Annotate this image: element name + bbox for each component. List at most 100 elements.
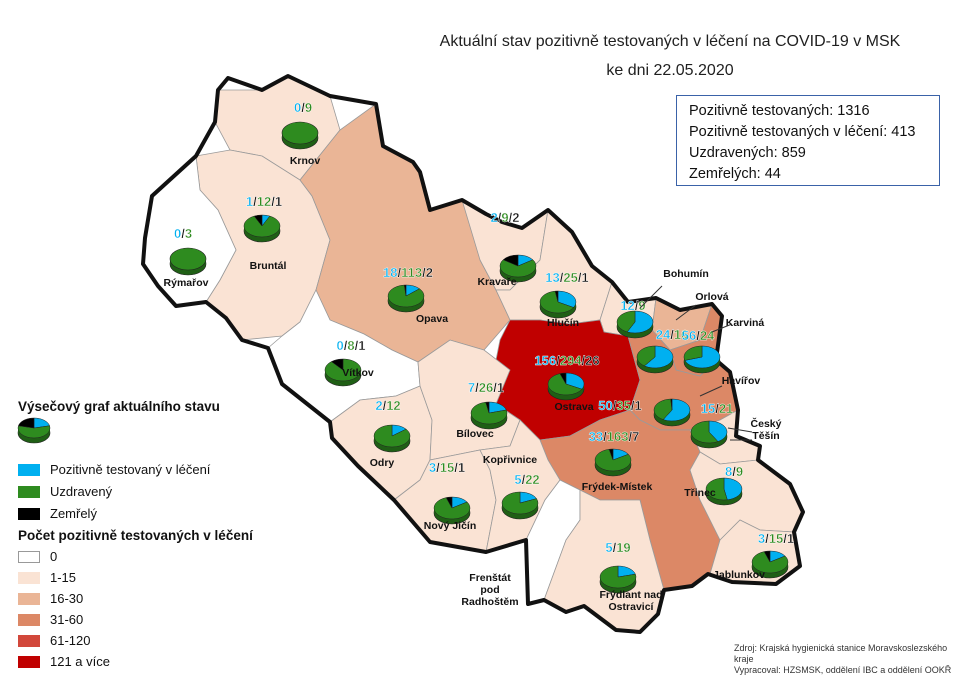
label-orlova: Orlová xyxy=(695,291,728,303)
pie-bilovec xyxy=(470,401,508,430)
summary-recovered: Uzdravených: 859 xyxy=(689,145,806,161)
ratio-opava: 18/113/2 xyxy=(383,265,433,280)
legend-label: 121 a více xyxy=(50,654,110,669)
legend-label: 31-60 xyxy=(50,612,84,627)
pie-hlucin xyxy=(539,290,577,319)
label-karvina: Karviná xyxy=(726,317,765,329)
pie-slice xyxy=(169,247,207,271)
legend-swatch xyxy=(18,463,40,476)
ratio-rymarov: 0/3 xyxy=(174,226,192,241)
pie-slice xyxy=(547,373,583,396)
legend-swatch xyxy=(18,592,40,605)
pie-slice xyxy=(554,290,559,303)
pie-slice xyxy=(470,401,508,425)
label-rymarov: Rýmařov xyxy=(164,277,209,289)
ratio-bruntal: 1/12/1 xyxy=(246,194,282,209)
ratio-hlucin: 13/25/1 xyxy=(545,270,588,285)
source-line-2: Vypracoval: HZSMSK, oddělení IBC a odděl… xyxy=(734,665,952,675)
label-havirov: Havířov xyxy=(722,375,761,387)
ratio-kravare: 2/9/2 xyxy=(491,210,520,225)
pie-frydlant-nad-ostravici xyxy=(599,565,637,594)
region-outline xyxy=(141,74,805,634)
pie-krnov xyxy=(281,121,319,150)
pie-slice xyxy=(670,398,673,411)
pie-bruntal xyxy=(243,214,281,243)
district-pies xyxy=(169,121,789,594)
pie-slice xyxy=(502,254,519,267)
ratio-ostrava: 156/294/26 xyxy=(534,353,599,368)
pie-orlova xyxy=(636,345,674,374)
pie-slice xyxy=(594,448,632,472)
pie-cesky-tesin xyxy=(690,420,728,449)
pie-slice xyxy=(683,345,703,361)
label-bruntal: Bruntál xyxy=(250,260,287,272)
ratio-trinec: 8/9 xyxy=(725,464,743,479)
pie-vitkov xyxy=(324,358,362,387)
pie-koprivnice xyxy=(501,491,539,520)
ratio-karvina: 56/24 xyxy=(682,328,715,343)
pie-slice xyxy=(539,290,575,314)
legend-swatch xyxy=(18,655,40,668)
pie-slice xyxy=(723,477,743,501)
legend-item-deaths: Zemřelý xyxy=(18,506,97,521)
legend-choropleth-title: Počet pozitivně testovaných v léčení xyxy=(18,528,253,543)
leader-orlova xyxy=(675,304,697,321)
pie-bohumin xyxy=(616,310,654,339)
pie-slice xyxy=(662,398,691,422)
pie-opava xyxy=(387,284,425,313)
legend-label: 16-30 xyxy=(50,591,84,606)
pie-ostrava xyxy=(547,372,585,401)
label-trinec: Třinec xyxy=(684,487,716,499)
pie-rymarov xyxy=(169,247,207,276)
ratio-orlova: 24/16 xyxy=(656,327,689,342)
district-regions xyxy=(142,75,804,633)
legend-swatch xyxy=(18,550,40,563)
pie-slice xyxy=(253,214,263,227)
legend-item-in-treatment: Pozitivně testovaný v léčení xyxy=(18,462,210,477)
legend-bin-3: 31-60 xyxy=(18,612,83,627)
pie-slice xyxy=(18,417,35,429)
summary-deaths: Zemřelých: 44 xyxy=(689,166,781,182)
summary-positive: Pozitivně testovaných: 1316 xyxy=(689,103,870,119)
pie-novy-jicin xyxy=(433,496,471,525)
pie-slice xyxy=(636,345,656,367)
label-bohumin: Bohumín xyxy=(663,268,709,280)
pie-slice xyxy=(281,121,319,145)
legend-bin-1: 1-15 xyxy=(18,570,76,585)
ratio-bilovec: 7/26/1 xyxy=(468,380,504,395)
pie-kravare xyxy=(499,254,537,283)
label-cesky-tesin: Český Těšín xyxy=(751,417,782,442)
leader-bohumin xyxy=(639,285,663,309)
pie-slice xyxy=(501,491,539,515)
label-hlucin: Hlučín xyxy=(547,317,579,329)
legend-bin-0: 0 xyxy=(18,549,57,564)
ratio-frydek-mistek: 33/163/7 xyxy=(589,429,640,444)
legend-swatch xyxy=(18,613,40,626)
label-bilovec: Bílovec xyxy=(456,428,494,440)
ratio-krnov: 0/9 xyxy=(294,100,312,115)
source-line-1: Zdroj: Krajská hygienická stanice Moravs… xyxy=(734,643,948,664)
pie-slice xyxy=(330,358,344,371)
leader-karvina xyxy=(711,323,733,333)
legend-label: Zemřelý xyxy=(50,506,97,521)
label-ostrava: Ostrava xyxy=(554,401,593,413)
legend-swatch xyxy=(18,507,40,520)
label-krnov: Krnov xyxy=(290,155,320,167)
legend-swatch xyxy=(18,571,40,584)
legend-bin-2: 16-30 xyxy=(18,591,83,606)
summary-in-treatment: Pozitivně testovaných v léčení: 413 xyxy=(689,124,916,140)
label-vitkov: Vítkov xyxy=(342,367,374,379)
ratio-jablunkov: 3/15/1 xyxy=(758,531,794,546)
pie-karvina xyxy=(683,345,721,374)
pie-havirov xyxy=(653,398,691,427)
pie-slice xyxy=(565,372,585,390)
legend-swatch xyxy=(18,485,40,498)
summary-box: Pozitivně testovaných: 1316 Pozitivně te… xyxy=(676,95,940,186)
label-jablunkov: Jablunkov xyxy=(713,569,765,581)
legend-pie-title: Výsečový graf aktuálního stavu xyxy=(18,399,220,414)
map-title: Aktuální stav pozitivně testovaných v lé… xyxy=(439,33,901,50)
pie-slice xyxy=(763,550,771,563)
pie-slice xyxy=(404,284,407,297)
pie-slice xyxy=(608,448,614,461)
pie-slice xyxy=(684,345,721,369)
